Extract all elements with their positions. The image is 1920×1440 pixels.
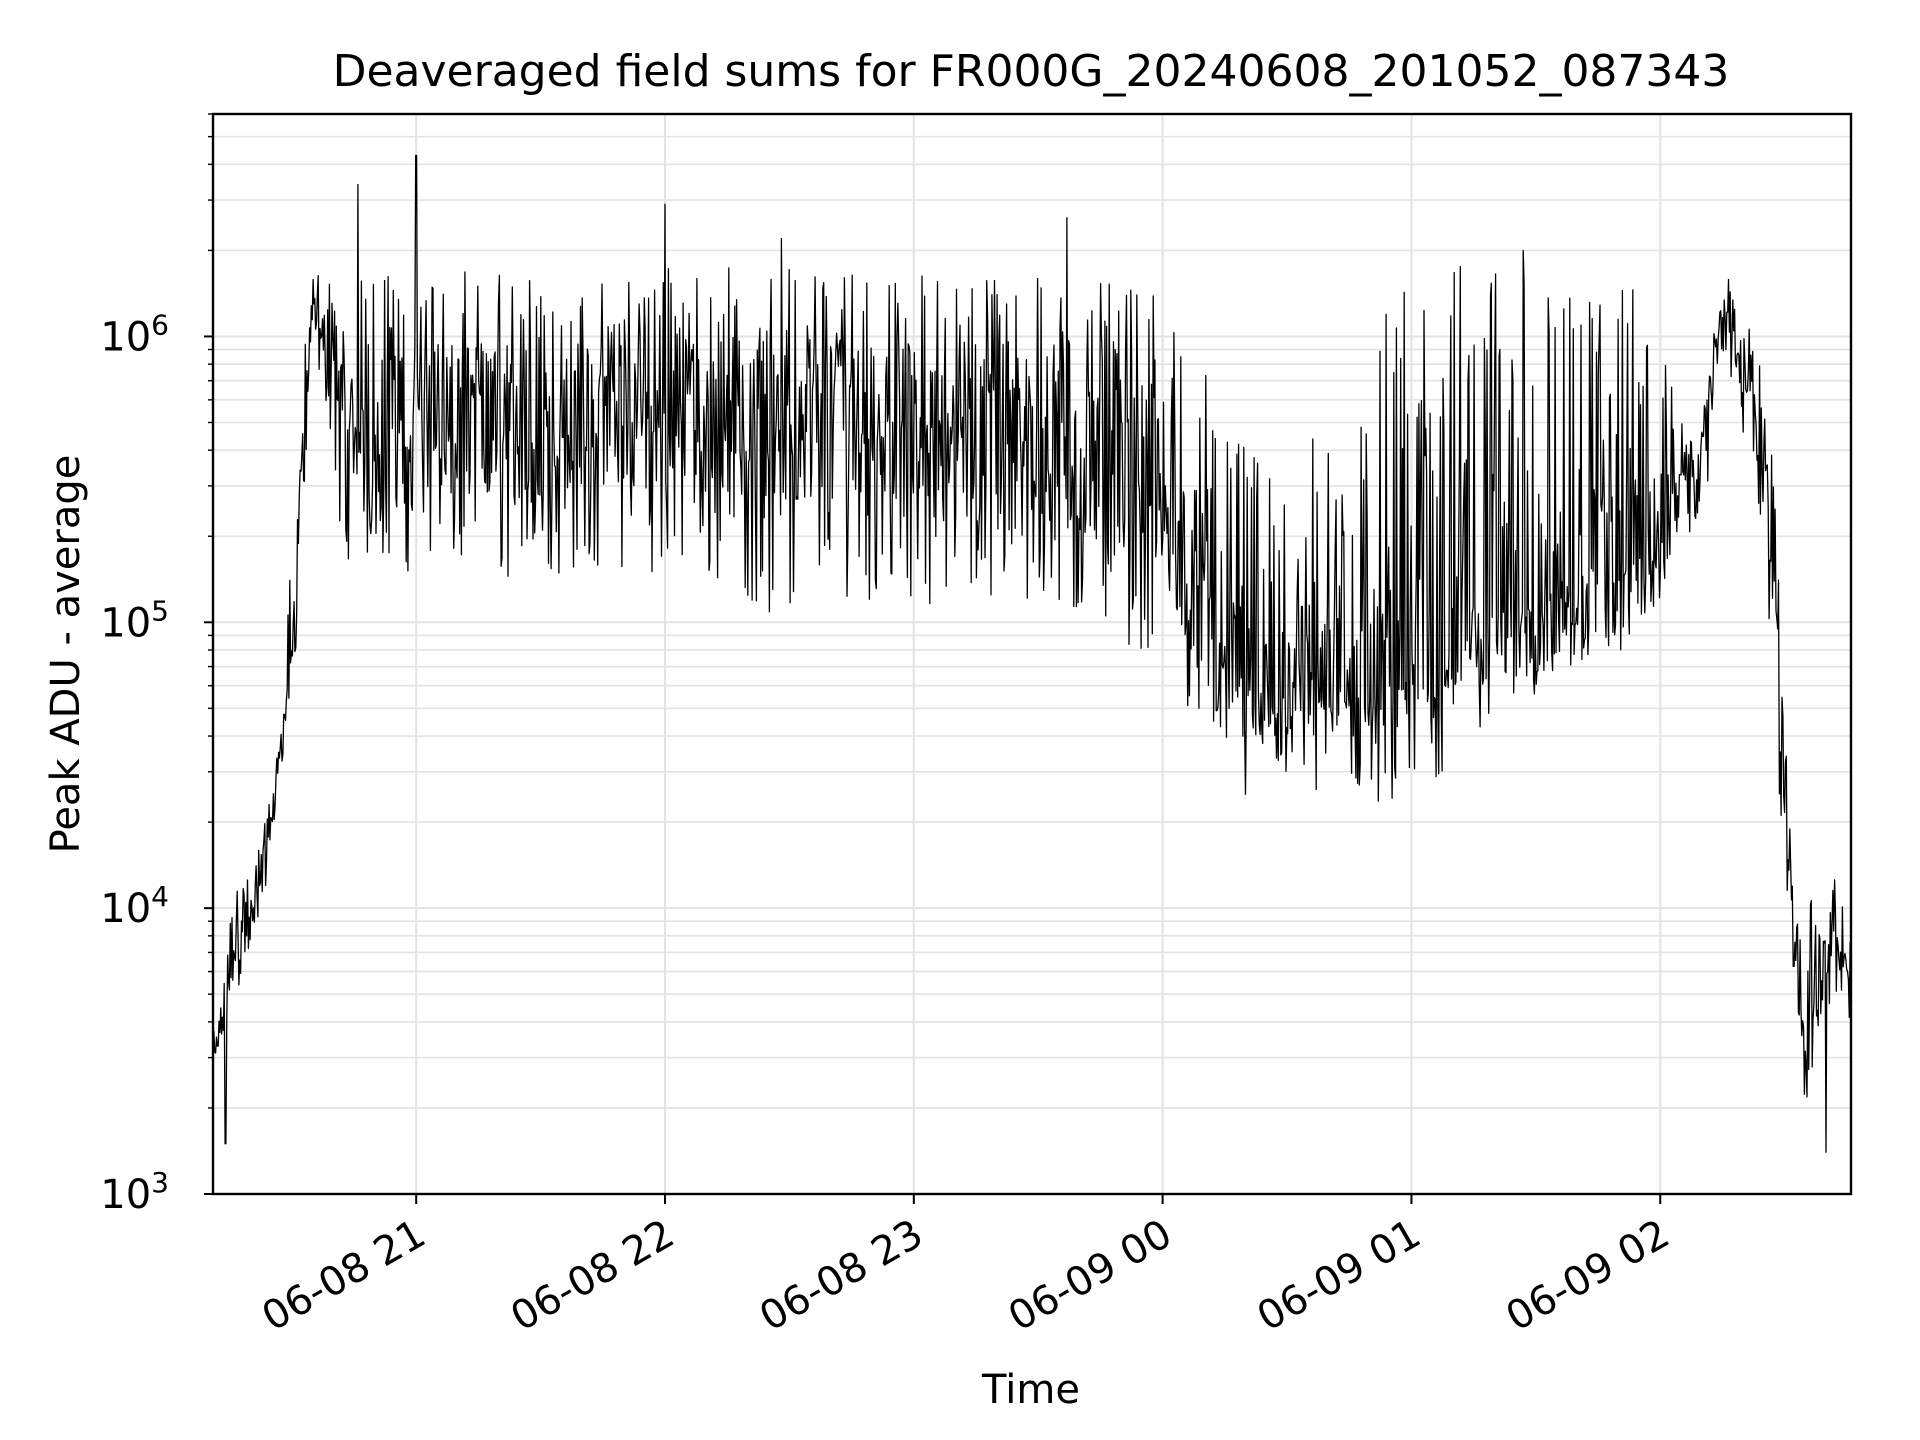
- y-tick-label: 106: [100, 308, 169, 360]
- plot-area: [212, 154, 1852, 1153]
- y-tick-label: 104: [100, 880, 169, 932]
- series-line: [212, 154, 1852, 1153]
- chart-title: Deaveraged field sums for FR000G_2024060…: [333, 46, 1730, 97]
- x-axis-label: Time: [981, 1367, 1080, 1413]
- plot-frame: [211, 112, 1853, 1196]
- y-axis-label: Peak ADU - average: [43, 455, 89, 854]
- y-tick-label: 103: [100, 1166, 169, 1218]
- y-tick-label: 105: [100, 594, 169, 646]
